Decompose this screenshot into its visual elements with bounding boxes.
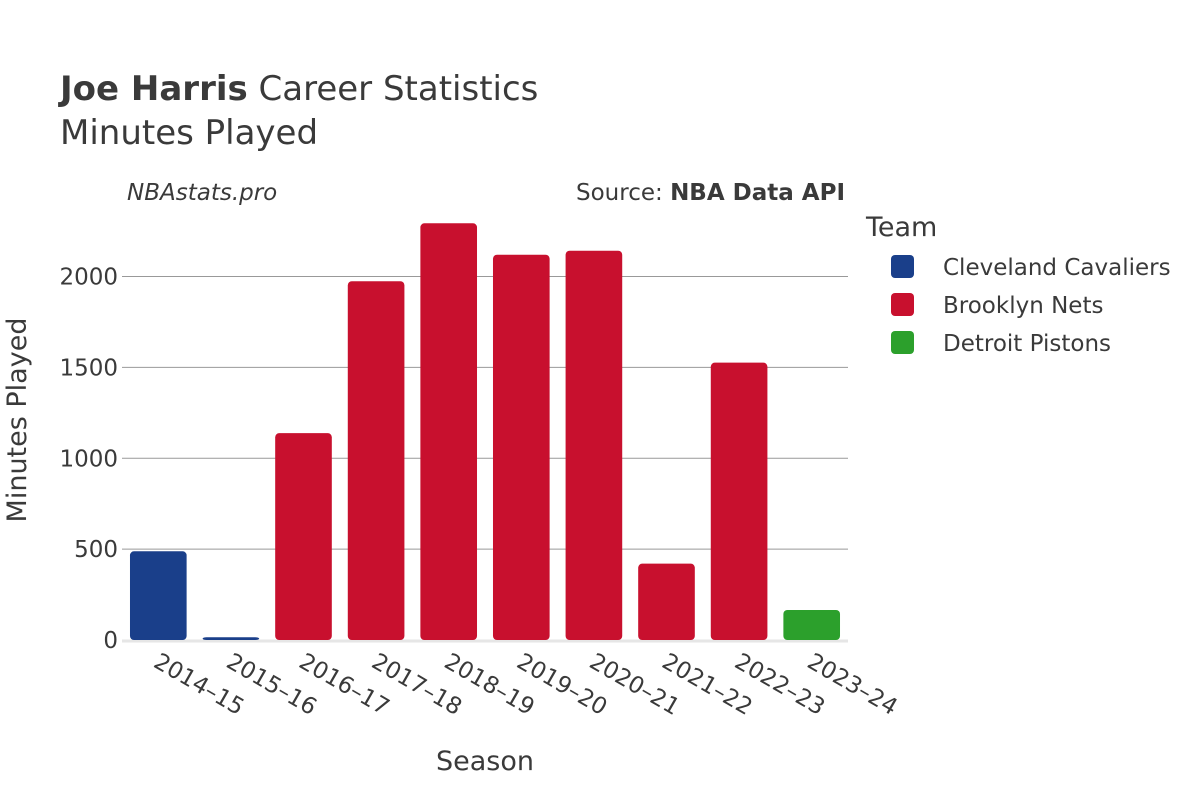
source-name: NBA Data API (670, 180, 845, 206)
legend-swatch (891, 331, 914, 354)
y-tick-label: 500 (74, 537, 118, 563)
bar-2023–24 (783, 610, 841, 640)
bar-2019–20 (492, 254, 550, 640)
y-axis-label: Minutes Played (2, 318, 33, 523)
legend-swatch (891, 293, 914, 316)
source-text: Source: NBA Data API (576, 180, 845, 206)
bar-2018–19 (420, 223, 478, 641)
bar-2014–15 (129, 551, 187, 640)
y-tick-label: 0 (103, 628, 118, 654)
bar-2015–16 (202, 637, 260, 640)
x-axis-label: Season (436, 746, 534, 777)
legend-swatch (891, 255, 914, 278)
chart-title-rest: Career Statistics (248, 69, 539, 109)
chart-title-player: Joe Harris (58, 69, 248, 109)
y-axis-ticks: 0 500 1000 1500 2000 (59, 265, 118, 654)
y-tick-label: 1500 (59, 355, 118, 381)
y-tick-label: 1000 (59, 446, 118, 472)
chart-subtitle: Minutes Played (60, 113, 318, 153)
bar-2022–23 (710, 362, 768, 640)
legend-entry: Brooklyn Nets (943, 293, 1103, 319)
bar-2021–22 (638, 563, 695, 640)
y-tick-label: 2000 (59, 265, 118, 291)
legend: Team Cleveland Cavaliers Brooklyn Nets Det… (865, 212, 1171, 357)
source-label: Source: (576, 180, 670, 206)
legend-entry: Detroit Pistons (943, 331, 1111, 357)
bar-2017–18 (347, 281, 405, 640)
chart-title: Joe Harris Career Statistics (58, 69, 538, 109)
legend-title: Team (865, 212, 937, 243)
x-axis-ticks: 2014–152015–162016–172017–182018–192019–… (149, 649, 901, 721)
bar-2020–21 (565, 250, 623, 640)
legend-entry: Cleveland Cavaliers (943, 255, 1171, 281)
bar-2016–17 (275, 433, 332, 640)
watermark: NBAstats.pro (127, 180, 277, 206)
bars (129, 223, 841, 641)
